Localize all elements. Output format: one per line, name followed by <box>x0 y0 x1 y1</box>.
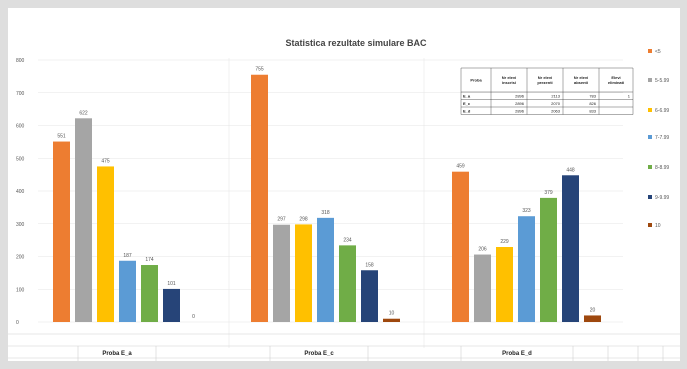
table-cell: 2070 <box>551 101 561 106</box>
legend-label: 5-5.99 <box>655 78 669 84</box>
data-label: 158 <box>365 262 374 268</box>
data-label: 297 <box>277 217 286 223</box>
data-label: 206 <box>478 247 487 253</box>
data-label: 318 <box>321 210 330 216</box>
category-label: Proba E_c <box>304 351 334 357</box>
bar <box>53 141 70 322</box>
data-label: 187 <box>123 253 132 259</box>
table-cell: 2896 <box>515 94 525 99</box>
y-tick-label: 600 <box>16 124 25 130</box>
table-cell: E_d <box>463 109 471 114</box>
bar <box>474 254 491 322</box>
table-cell: 1 <box>628 94 631 99</box>
y-tick-label: 100 <box>16 287 25 293</box>
table-header: Nr elevi absenti <box>574 75 588 85</box>
data-label: 755 <box>255 67 264 73</box>
data-label: 379 <box>544 190 553 196</box>
data-label: 20 <box>590 307 596 313</box>
legend-label: 7-7.99 <box>655 135 669 141</box>
data-label: 10 <box>389 311 395 317</box>
y-tick-label: 200 <box>16 255 25 261</box>
bar <box>562 175 579 322</box>
bar <box>452 171 469 322</box>
y-tick-label: 400 <box>16 189 25 195</box>
bar <box>518 216 535 322</box>
table-cell: 2896 <box>515 109 525 114</box>
chart-svg: 551 755 459 622 297 206 475 298 229 187 318 323 174 2… <box>8 38 680 361</box>
category-label: Proba E_a <box>102 351 132 357</box>
bar <box>119 260 136 322</box>
data-label: 459 <box>456 164 465 170</box>
table-cell: 2896 <box>515 101 525 106</box>
legend-swatch <box>648 78 652 82</box>
legend-label: <5 <box>655 49 661 55</box>
bar <box>273 224 290 322</box>
bar <box>339 245 356 322</box>
category-table: Proba E_a Proba E_c Proba E_d <box>8 333 680 361</box>
legend-swatch <box>648 165 652 169</box>
data-label: 551 <box>57 134 66 140</box>
legend-swatch <box>648 49 652 53</box>
table-header: Proba <box>470 78 482 83</box>
legend-swatch <box>648 108 652 112</box>
data-label: 229 <box>500 239 509 245</box>
value-labels: 551 755 459 622 297 206 475 298 229 187 318 323 174 2… <box>57 67 595 320</box>
data-label: 323 <box>522 208 531 214</box>
legend-swatch <box>648 135 652 139</box>
legend-swatch <box>648 195 652 199</box>
bar <box>361 270 378 322</box>
table-cell: 2113 <box>551 94 560 99</box>
data-label: 101 <box>167 281 176 287</box>
bar <box>251 74 268 322</box>
legend-label: 9-9.99 <box>655 195 669 201</box>
data-label: 448 <box>566 167 575 173</box>
table-cell: 2063 <box>551 109 561 114</box>
bar <box>141 265 158 322</box>
table-header: Nr elevi inscrisi <box>502 75 516 85</box>
y-tick-label: 700 <box>16 91 25 97</box>
bar <box>75 118 92 322</box>
bar <box>317 217 334 322</box>
y-tick-label: 300 <box>16 222 25 228</box>
data-label: 174 <box>145 257 154 263</box>
bar <box>163 288 180 322</box>
table-cell: 783 <box>589 94 596 99</box>
legend: <5 5-5.99 6-6.99 7-7.99 8-8.99 9-9.99 10 <box>648 49 669 229</box>
legend-swatch <box>648 223 652 227</box>
y-ticks: 0 100 200 300 400 500 600 700 800 <box>16 58 25 326</box>
bars <box>53 74 601 322</box>
legend-label: 10 <box>655 223 661 229</box>
data-label: 298 <box>299 216 308 222</box>
y-tick-label: 500 <box>16 156 25 162</box>
bar <box>97 166 114 322</box>
bar <box>540 197 557 322</box>
bar <box>584 315 601 322</box>
table-header: Nr elevi prezenti <box>537 75 552 85</box>
table-header: Elevi eliminati <box>608 75 624 85</box>
table-cell: 833 <box>589 109 596 114</box>
legend-label: 8-8.99 <box>655 165 669 171</box>
table-cell: 826 <box>589 101 596 106</box>
table-cell: E_c <box>463 101 471 106</box>
data-label: 234 <box>343 237 352 243</box>
data-label: 0 <box>192 314 195 320</box>
chart-title: Statistica rezultate simulare BAC <box>285 38 427 48</box>
legend-label: 6-6.99 <box>655 108 669 114</box>
chart-frame: 551 755 459 622 297 206 475 298 229 187 318 323 174 2… <box>8 8 680 361</box>
y-tick-label: 0 <box>16 320 19 326</box>
category-label: Proba E_d <box>502 351 532 357</box>
y-tick-label: 800 <box>16 58 25 64</box>
bar <box>383 318 400 322</box>
bar <box>496 247 513 322</box>
data-label: 622 <box>79 110 88 116</box>
table-cell: E_a <box>463 94 471 99</box>
bar <box>295 224 312 322</box>
data-label: 475 <box>101 158 110 164</box>
data-table: Proba Nr elevi inscrisi Nr elevi prezenti Nr … <box>460 67 634 115</box>
